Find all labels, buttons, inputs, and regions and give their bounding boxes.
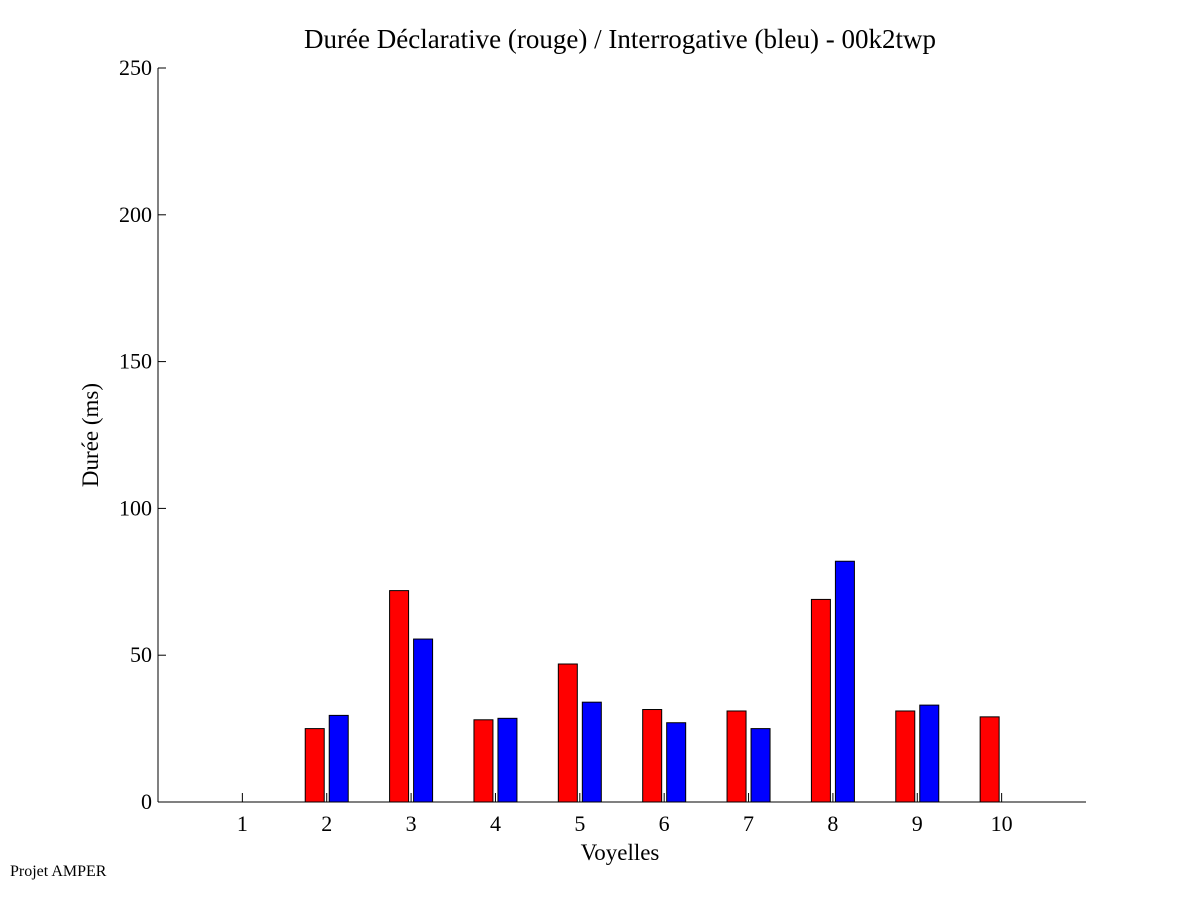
- bar-series1-cat9: [895, 710, 916, 803]
- bar-series2-cat7: [750, 728, 771, 803]
- bar-series1-cat5: [557, 663, 578, 803]
- x-tick-label-9: 9: [912, 811, 923, 836]
- y-tick-label-250: 250: [119, 55, 152, 80]
- bar-series1-cat2: [304, 728, 325, 803]
- bar-series1-cat7: [726, 710, 747, 803]
- x-tick-label-3: 3: [406, 811, 417, 836]
- bar-series1-cat10: [979, 716, 1000, 803]
- x-tick-label-10: 10: [991, 811, 1013, 836]
- bar-series1-cat4: [473, 719, 494, 803]
- bar-series1-cat6: [642, 709, 663, 803]
- y-tick-label-50: 50: [130, 642, 152, 667]
- bar-series2-cat5: [581, 701, 602, 803]
- x-tick-label-1: 1: [237, 811, 248, 836]
- y-axis-label: Durée (ms): [78, 383, 103, 487]
- bar-series1-cat8: [810, 598, 831, 803]
- plot-area: 0 50 100 150 200 250 1 2 3 4 5 6 7 8 9 10: [119, 55, 1086, 836]
- bar-series2-cat6: [666, 722, 687, 803]
- y-tick-label-100: 100: [119, 495, 152, 520]
- x-tick-label-8: 8: [827, 811, 838, 836]
- y-tick-label-0: 0: [141, 789, 152, 814]
- x-tick-label-4: 4: [490, 811, 501, 836]
- bar-series2-cat9: [919, 704, 940, 803]
- x-tick-label-2: 2: [321, 811, 332, 836]
- bar-series2-cat8: [834, 560, 855, 803]
- x-axis-label: Voyelles: [581, 840, 660, 865]
- footer-note: Projet AMPER: [10, 863, 107, 880]
- bar-series2-cat3: [413, 638, 434, 803]
- x-tick-label-7: 7: [743, 811, 754, 836]
- x-tick-label-6: 6: [659, 811, 670, 836]
- bar-series2-cat4: [497, 717, 518, 803]
- bar-series2-cat2: [328, 714, 349, 803]
- x-tick-label-5: 5: [574, 811, 585, 836]
- y-tick-label-200: 200: [119, 202, 152, 227]
- chart-title: Durée Déclarative (rouge) / Interrogativ…: [304, 24, 936, 54]
- y-tick-label-150: 150: [119, 349, 152, 374]
- bar-series1-cat3: [389, 590, 410, 803]
